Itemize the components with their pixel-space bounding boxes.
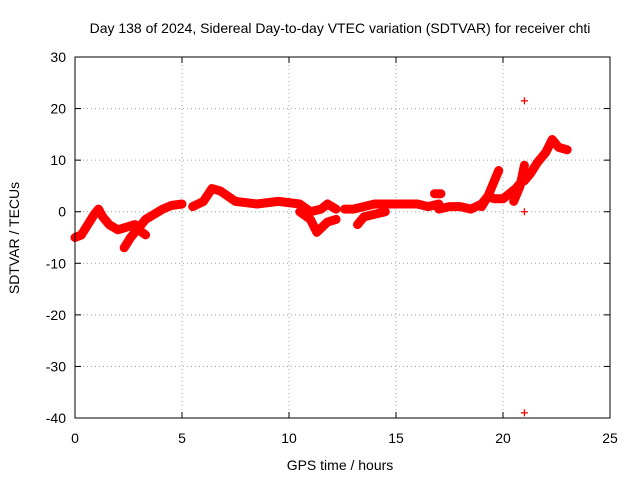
grid-lines xyxy=(75,57,610,418)
y-tick-label: -40 xyxy=(46,410,66,426)
plot-frame xyxy=(74,56,611,419)
x-tick-label: 10 xyxy=(281,430,297,446)
x-axis-label: GPS time / hours xyxy=(287,457,394,473)
x-tick-label: 5 xyxy=(178,430,186,446)
y-tick-label: 10 xyxy=(50,152,66,168)
x-tick-label: 25 xyxy=(602,430,618,446)
sdtvar-trace-seg-g xyxy=(353,207,390,230)
sdtvar-trace-seg-b xyxy=(119,199,187,253)
y-tick-label: 20 xyxy=(50,101,66,117)
x-tick-labels: 0 5 10 15 20 25 xyxy=(71,430,618,446)
sdtvar-trace-seg-e xyxy=(295,207,341,237)
axis-ticks xyxy=(74,56,611,419)
sdtvar-trace-seg-a xyxy=(70,204,140,242)
sdtvar-trace-seg-k xyxy=(509,160,529,206)
data-layer xyxy=(70,97,572,417)
y-tick-labels: -40 -30 -20 -10 0 10 20 30 xyxy=(46,49,66,426)
y-tick-label: 0 xyxy=(58,204,66,220)
sdtvar-trace-seg-j xyxy=(477,166,504,212)
sdtvar-trace-seg-c xyxy=(130,222,151,240)
y-tick-label: -20 xyxy=(46,307,66,323)
x-tick-label: 20 xyxy=(495,430,511,446)
outlier-point xyxy=(520,409,528,417)
y-axis-label: SDTVAR / TECUs xyxy=(6,182,22,294)
outlier-point xyxy=(520,97,528,105)
y-tick-label: -30 xyxy=(46,358,66,374)
y-tick-label: -10 xyxy=(46,255,66,271)
x-tick-label: 15 xyxy=(388,430,404,446)
y-tick-label: 30 xyxy=(50,49,66,65)
x-tick-label: 0 xyxy=(71,430,79,446)
sdtvar-trace-seg-f xyxy=(340,199,444,214)
sdtvar-trace-seg-d xyxy=(188,184,341,217)
outlier-point xyxy=(520,208,528,216)
sdtvar-trace-seg-l xyxy=(519,135,572,186)
chart-title: Day 138 of 2024, Sidereal Day-to-day VTE… xyxy=(90,20,591,36)
